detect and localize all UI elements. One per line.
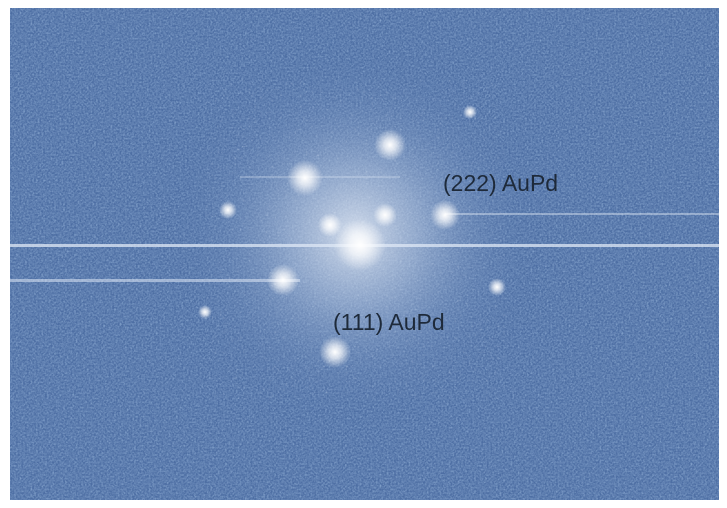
annotation-label: (111) AuPd (333, 309, 445, 335)
spot (318, 213, 342, 237)
spot (463, 105, 477, 119)
spot (287, 160, 323, 196)
streak (10, 279, 300, 282)
spot (373, 203, 397, 227)
spot (267, 264, 299, 296)
spot (319, 336, 351, 368)
spot (488, 278, 506, 296)
image-content (10, 8, 719, 500)
spot (198, 305, 212, 319)
spot (374, 129, 406, 161)
streak (445, 213, 719, 215)
diffraction-image: (222) AuPd (111) AuPd (0, 0, 727, 508)
spot (430, 200, 460, 230)
page: (222) AuPd (111) AuPd (0, 0, 727, 508)
annotation-label: (222) AuPd (443, 170, 558, 196)
spot (219, 201, 237, 219)
